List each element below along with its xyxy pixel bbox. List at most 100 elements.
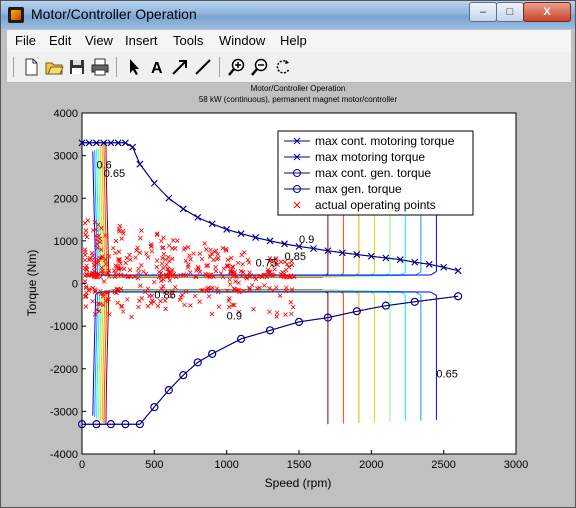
menu-insert[interactable]: Insert — [125, 33, 158, 48]
operating-point — [289, 262, 295, 268]
series-marker — [353, 251, 361, 258]
operating-point — [100, 270, 105, 276]
series-marker — [121, 420, 130, 429]
legend-marker — [293, 153, 301, 161]
operating-point — [117, 229, 122, 234]
menu-tools[interactable]: Tools — [173, 33, 204, 48]
menu-view[interactable]: View — [85, 33, 113, 48]
x-tick-label: 2000 — [359, 459, 383, 471]
operating-point — [82, 279, 88, 284]
operating-point — [230, 265, 236, 270]
operating-point — [172, 284, 178, 290]
operating-point — [274, 310, 280, 316]
operating-point — [165, 274, 170, 279]
operating-point — [267, 256, 273, 261]
operating-point — [83, 228, 89, 233]
operating-point — [267, 286, 272, 291]
operating-point — [145, 286, 151, 291]
operating-point — [119, 304, 124, 310]
operating-point — [85, 272, 90, 278]
operating-point — [213, 268, 219, 274]
operating-point — [236, 280, 241, 286]
legend-box — [277, 130, 474, 216]
zoom-out-icon[interactable] — [250, 57, 270, 77]
operating-point — [142, 289, 148, 295]
figure-canvas[interactable]: Motor/Controller Operation 58 kW (contin… — [7, 83, 571, 503]
operating-point — [90, 228, 96, 233]
operating-point — [180, 292, 185, 298]
operating-point — [116, 267, 122, 272]
rotate-3d-icon[interactable] — [273, 57, 293, 77]
operating-point — [224, 248, 229, 253]
operating-point — [168, 270, 174, 276]
operating-point — [117, 223, 123, 229]
zoom-in-icon[interactable] — [227, 57, 247, 77]
series-marker — [85, 139, 93, 147]
menu-window[interactable]: Window — [219, 33, 266, 48]
insert-text-icon[interactable]: A — [147, 57, 167, 77]
operating-point — [112, 289, 118, 295]
toolbar-separator — [116, 57, 117, 77]
operating-point — [116, 249, 122, 254]
operating-point — [253, 276, 259, 282]
operating-point — [161, 265, 166, 271]
insert-line-icon[interactable] — [193, 57, 213, 77]
operating-point — [228, 270, 234, 275]
series-marker — [425, 260, 433, 268]
operating-point — [124, 255, 130, 261]
operating-point — [239, 252, 245, 258]
print-icon[interactable] — [90, 57, 110, 77]
open-file-icon[interactable] — [44, 57, 64, 77]
operating-point — [252, 274, 257, 280]
operating-point — [93, 233, 99, 239]
operating-point — [195, 265, 201, 270]
series-marker — [165, 194, 173, 202]
new-figure-icon[interactable] — [21, 57, 41, 77]
toolbar-grip — [13, 57, 14, 77]
operating-point — [160, 255, 165, 261]
operating-point — [83, 304, 89, 309]
operating-point — [122, 273, 127, 278]
menu-help[interactable]: Help — [280, 33, 307, 48]
edit-plot-arrow-icon[interactable] — [124, 57, 144, 77]
operating-point — [119, 303, 125, 309]
x-tick-label: 1500 — [287, 459, 311, 471]
operating-point — [183, 272, 189, 278]
operating-point — [83, 232, 88, 237]
operating-point — [187, 270, 193, 275]
operating-point — [83, 284, 89, 289]
operating-point — [139, 263, 144, 268]
minimize-button[interactable]: – — [469, 2, 497, 22]
contour-label: 0.65 — [436, 368, 457, 380]
series-marker — [223, 226, 231, 233]
operating-point — [149, 249, 155, 254]
menu-file[interactable]: File — [15, 33, 36, 48]
operating-point — [200, 288, 206, 293]
insert-arrow-icon[interactable] — [170, 57, 190, 77]
operating-point — [182, 245, 188, 251]
toolbar-separator — [219, 57, 220, 77]
plot-svg[interactable]: Motor/Controller Operation 58 kW (contin… — [7, 83, 571, 503]
title-bar[interactable]: Motor/Controller Operation – □ X — [1, 1, 575, 29]
maximize-button[interactable]: □ — [496, 2, 524, 22]
operating-point — [214, 286, 220, 291]
x-tick-label: 1000 — [214, 459, 238, 471]
close-button[interactable]: X — [523, 2, 571, 22]
operating-point — [95, 260, 101, 265]
contour-label: 0.9 — [227, 311, 242, 323]
operating-point — [178, 294, 184, 300]
operating-point — [151, 299, 157, 305]
save-icon[interactable] — [67, 57, 87, 77]
operating-point — [113, 238, 119, 244]
series-marker — [352, 307, 361, 316]
operating-point — [235, 260, 241, 266]
operating-point — [291, 274, 297, 280]
legend[interactable]: max cont. motoring torque max motoring to… — [277, 130, 474, 216]
operating-point — [183, 258, 189, 264]
operating-point — [199, 256, 205, 262]
operating-point — [245, 257, 251, 263]
operating-point — [149, 293, 155, 298]
series-marker — [107, 139, 115, 147]
operating-point — [283, 267, 289, 273]
menu-edit[interactable]: Edit — [49, 33, 72, 48]
